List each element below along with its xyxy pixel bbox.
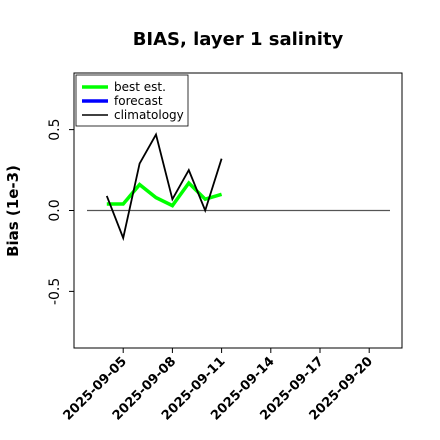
legend-label-forecast: forecast [114, 94, 163, 108]
legend-label-climatology: climatology [114, 108, 184, 122]
x-axis: 2025-09-052025-09-082025-09-112025-09-14… [61, 348, 376, 424]
y-axis: -0.5 0.0 0.5 [47, 118, 74, 305]
chart-title: BIAS, layer 1 salinity [133, 29, 344, 50]
legend-label-best-est: best est. [114, 80, 166, 94]
y-tick-label: 0.0 [47, 199, 63, 221]
legend: best est. forecast climatology [75, 74, 189, 127]
series-line-best-est [106, 180, 223, 208]
y-axis-label: Bias (1e-3) [4, 165, 22, 257]
series-layer [105, 132, 223, 242]
series-line-climatology [105, 132, 223, 242]
y-tick-label: 0.5 [47, 118, 63, 140]
y-tick-label: -0.5 [47, 278, 63, 305]
